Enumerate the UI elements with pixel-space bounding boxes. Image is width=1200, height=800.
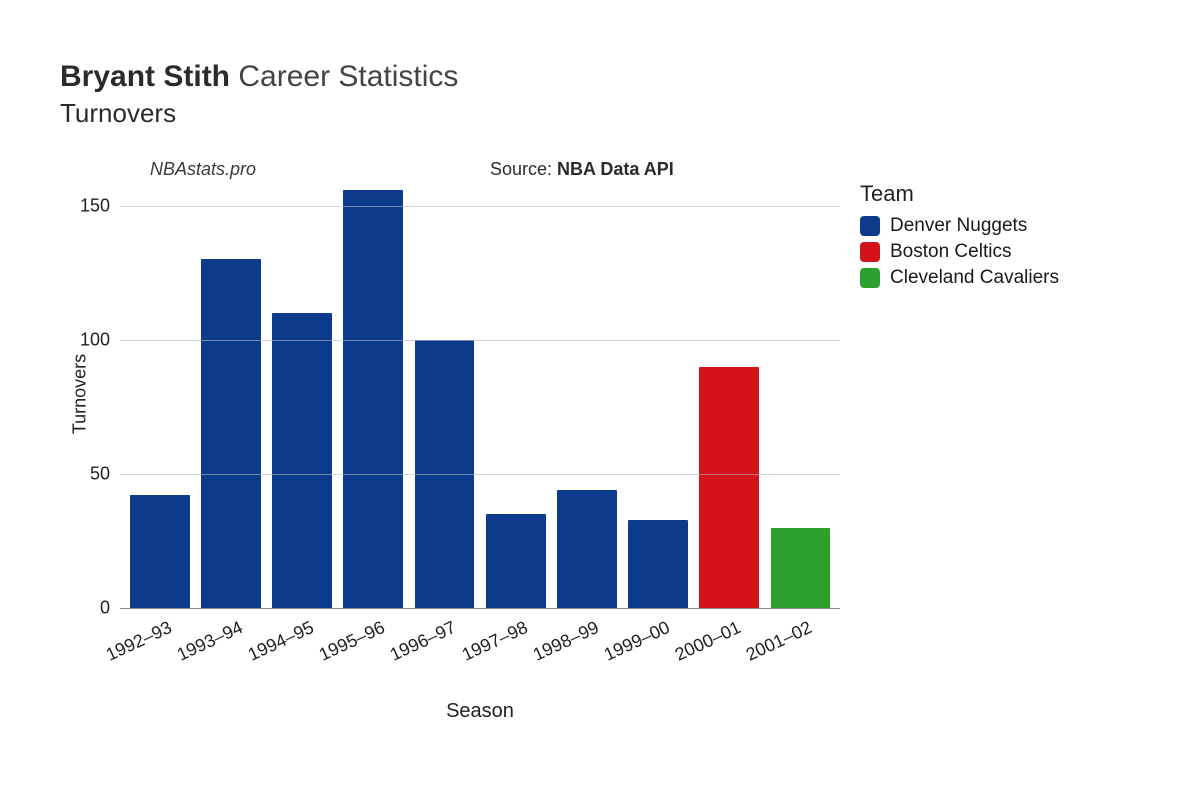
y-tick-label: 0 — [70, 598, 120, 619]
bars-container: 1992–931993–941994–951995–961996–971997–… — [120, 179, 840, 608]
bar — [771, 528, 831, 608]
bar-slot: 2001–02 — [765, 179, 836, 608]
legend: Team Denver Nuggets Boston Celtics Clevela… — [860, 181, 1059, 293]
legend-label: Cleveland Cavaliers — [890, 267, 1059, 289]
bar-slot: 1994–95 — [266, 179, 337, 608]
bar-slot: 1996–97 — [409, 179, 480, 608]
legend-label: Boston Celtics — [890, 241, 1011, 263]
source-name: NBA Data API — [557, 159, 674, 179]
chart-container: Bryant Stith Career Statistics Turnovers… — [0, 0, 1200, 800]
bar-slot: 1998–99 — [551, 179, 622, 608]
legend-swatch-icon — [860, 216, 880, 236]
bar — [343, 190, 403, 608]
bar — [486, 514, 546, 608]
bar — [201, 259, 261, 608]
y-tick-label: 50 — [70, 463, 120, 484]
bar — [272, 313, 332, 608]
y-tick-label: 100 — [70, 329, 120, 350]
gridline — [120, 206, 840, 207]
bar-slot: 2000–01 — [694, 179, 765, 608]
bar — [557, 490, 617, 608]
bar-slot: 1993–94 — [195, 179, 266, 608]
chart-zone: NBAstats.pro Source: NBA Data API Turnov… — [60, 139, 1140, 739]
x-axis-title: Season — [446, 700, 514, 723]
bar-slot: 1997–98 — [480, 179, 551, 608]
bar-slot: 1995–96 — [338, 179, 409, 608]
legend-item: Boston Celtics — [860, 241, 1059, 263]
legend-item: Cleveland Cavaliers — [860, 267, 1059, 289]
source-prefix: Source: — [490, 159, 557, 179]
attribution-source: Source: NBA Data API — [490, 159, 674, 180]
bar — [699, 367, 759, 608]
chart-title: Bryant Stith Career Statistics — [60, 60, 1160, 94]
plot-area: Turnovers Season 1992–931993–941994–9519… — [120, 179, 840, 609]
y-tick-label: 150 — [70, 195, 120, 216]
y-axis-title: Turnovers — [70, 353, 91, 433]
legend-swatch-icon — [860, 268, 880, 288]
chart-subtitle: Turnovers — [60, 98, 1160, 129]
title-rest: Career Statistics — [238, 60, 458, 93]
bar-slot: 1999–00 — [622, 179, 693, 608]
attribution-site: NBAstats.pro — [150, 159, 256, 180]
legend-title: Team — [860, 181, 1059, 207]
legend-item: Denver Nuggets — [860, 215, 1059, 237]
bar — [130, 495, 190, 608]
title-player-name: Bryant Stith — [60, 60, 230, 93]
legend-swatch-icon — [860, 242, 880, 262]
bar-slot: 1992–93 — [124, 179, 195, 608]
gridline — [120, 340, 840, 341]
legend-label: Denver Nuggets — [890, 215, 1027, 237]
bar — [628, 520, 688, 608]
gridline — [120, 474, 840, 475]
